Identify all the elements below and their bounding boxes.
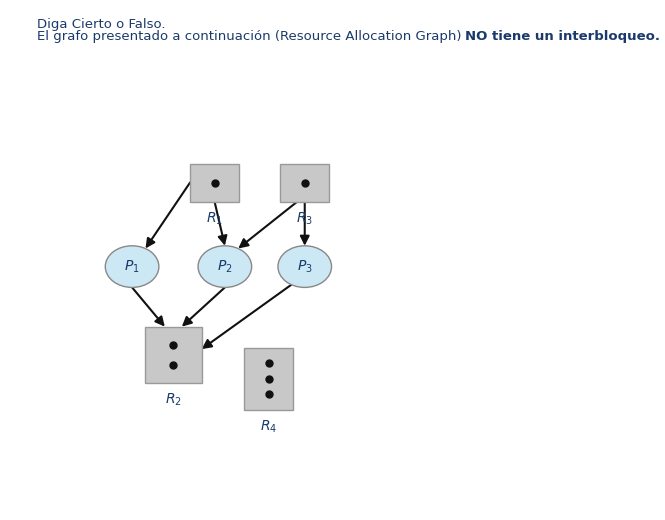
Text: NO tiene un interbloqueo.: NO tiene un interbloqueo. [465,30,660,43]
Text: Diga Cierto o Falso.: Diga Cierto o Falso. [37,18,165,31]
Text: $R_3$: $R_3$ [296,211,313,227]
FancyBboxPatch shape [190,163,239,202]
Text: El grafo presentado a continuación (Resource Allocation Graph): El grafo presentado a continuación (Reso… [37,30,465,43]
FancyBboxPatch shape [145,327,201,383]
Text: $R_1$: $R_1$ [206,211,223,227]
Circle shape [198,246,251,288]
FancyBboxPatch shape [280,163,329,202]
Text: $R_2$: $R_2$ [165,392,182,408]
Circle shape [278,246,332,288]
FancyBboxPatch shape [244,348,293,410]
Text: $P_2$: $P_2$ [217,258,233,275]
Text: $R_4$: $R_4$ [260,419,277,435]
Text: El grafo presentado a continuación (Resource Allocation Graph): El grafo presentado a continuación (Reso… [37,30,465,43]
Text: $P_3$: $P_3$ [297,258,313,275]
Circle shape [105,246,159,288]
Text: $P_1$: $P_1$ [124,258,140,275]
